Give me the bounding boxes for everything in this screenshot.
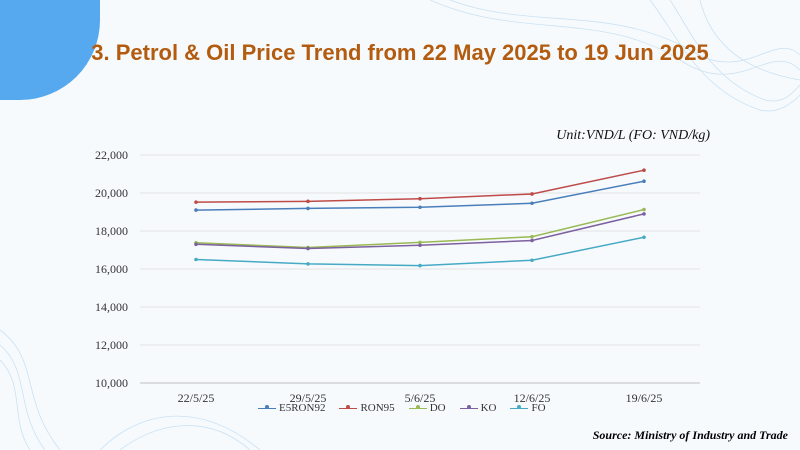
legend-label: DO — [429, 402, 446, 414]
x-tick-label: 29/5/25 — [290, 391, 327, 405]
y-tick-label: 16,000 — [95, 262, 128, 276]
data-point-ron95 — [194, 200, 198, 204]
legend-swatch — [459, 405, 478, 409]
wave-lines-bottom-left — [0, 329, 261, 450]
data-point-ko — [194, 242, 198, 247]
data-point-fo — [530, 258, 534, 263]
data-point-fo — [306, 262, 310, 266]
data-point-ron95 — [642, 168, 646, 172]
y-tick-label: 10,000 — [95, 376, 128, 390]
legend-swatch — [258, 405, 276, 409]
data-point-e5ron92 — [418, 205, 422, 210]
data-point-fo — [194, 257, 198, 262]
data-point-do — [418, 240, 422, 245]
data-point-fo — [642, 235, 646, 240]
data-point-ko — [306, 246, 310, 251]
source-note: Source: Ministry of Industry and Trade — [592, 428, 788, 442]
chart-legend: E5RON92 RON95 DO KO FO — [258, 402, 546, 414]
data-point-ron95 — [418, 196, 422, 201]
legend-item: DO — [408, 402, 446, 414]
data-point-ko — [530, 238, 534, 243]
legend-item: E5RON92 — [258, 402, 325, 414]
page-title: 3. Petrol & Oil Price Trend from 22 May … — [91, 40, 709, 65]
data-point-ko — [418, 243, 422, 248]
data-point-ron95 — [530, 192, 534, 196]
data-point-do — [530, 234, 534, 239]
y-tick-label: 18,000 — [95, 224, 128, 238]
y-tick-label: 12,000 — [95, 338, 128, 352]
x-tick-label: 22/5/25 — [178, 391, 215, 405]
legend-label: FO — [531, 402, 546, 414]
corner-blob — [0, 0, 100, 100]
y-tick-label: 20,000 — [95, 186, 128, 200]
legend-swatch — [510, 405, 529, 409]
legend-label: RON95 — [360, 402, 395, 414]
data-point-e5ron92 — [194, 208, 198, 212]
data-point-do — [642, 207, 646, 212]
wave-lines-top-right — [429, 0, 800, 112]
legend-swatch — [339, 405, 358, 409]
data-point-ko — [642, 212, 646, 216]
legend-item: FO — [510, 402, 546, 414]
data-point-e5ron92 — [530, 201, 534, 206]
data-point-ron95 — [306, 199, 310, 204]
legend-marker — [265, 405, 269, 409]
data-point-e5ron92 — [306, 206, 310, 211]
data-point-e5ron92 — [642, 179, 646, 184]
unit-label: Unit:VND/L (FO: VND/kg) — [556, 128, 710, 143]
x-tick-label: 5/6/25 — [405, 391, 436, 405]
legend-item: RON95 — [339, 402, 395, 414]
legend-marker — [517, 405, 522, 409]
x-tick-label: 19/6/25 — [626, 391, 663, 405]
x-tick-label: 12/6/25 — [514, 391, 551, 405]
y-tick-label: 14,000 — [95, 300, 128, 314]
legend-label: E5RON92 — [279, 402, 326, 414]
y-tick-label: 22,000 — [95, 148, 128, 162]
legend-item: KO — [459, 402, 497, 414]
legend-swatch — [408, 405, 427, 409]
legend-marker — [346, 405, 351, 409]
legend-marker — [466, 405, 471, 409]
data-point-fo — [418, 263, 422, 268]
legend-label: KO — [480, 402, 497, 414]
legend-marker — [415, 405, 420, 409]
